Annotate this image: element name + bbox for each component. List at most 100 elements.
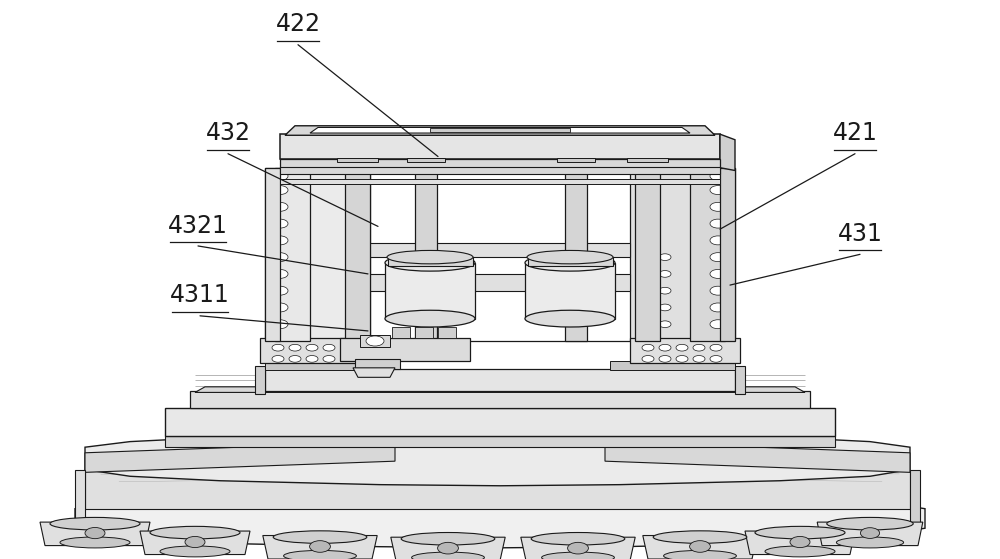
Polygon shape [627, 158, 668, 162]
Circle shape [710, 356, 722, 362]
Polygon shape [285, 126, 715, 135]
Ellipse shape [150, 527, 240, 539]
Circle shape [272, 172, 288, 181]
Polygon shape [690, 168, 725, 341]
Circle shape [306, 356, 318, 362]
Polygon shape [265, 168, 280, 341]
Polygon shape [360, 335, 390, 347]
Circle shape [642, 254, 654, 260]
Polygon shape [195, 387, 805, 392]
Polygon shape [720, 134, 735, 170]
Text: 431: 431 [838, 222, 882, 246]
Circle shape [710, 202, 726, 211]
Polygon shape [280, 159, 720, 168]
Text: 432: 432 [206, 121, 250, 145]
Circle shape [642, 344, 654, 351]
Polygon shape [391, 537, 505, 559]
Polygon shape [263, 536, 377, 559]
Polygon shape [438, 327, 456, 338]
Circle shape [306, 344, 318, 351]
Circle shape [85, 528, 105, 539]
Polygon shape [415, 327, 433, 338]
Text: 4321: 4321 [168, 214, 228, 238]
Polygon shape [275, 168, 310, 341]
Ellipse shape [653, 531, 747, 543]
Polygon shape [265, 168, 370, 341]
Circle shape [272, 253, 288, 262]
Ellipse shape [160, 546, 230, 557]
Polygon shape [370, 274, 630, 291]
Polygon shape [643, 536, 757, 559]
Circle shape [693, 356, 705, 362]
Ellipse shape [412, 552, 484, 559]
Circle shape [860, 528, 880, 538]
Polygon shape [407, 158, 445, 162]
Text: 421: 421 [833, 121, 877, 145]
Polygon shape [630, 338, 740, 363]
Circle shape [710, 236, 726, 245]
Circle shape [272, 202, 288, 211]
Circle shape [659, 271, 671, 277]
Circle shape [272, 286, 288, 295]
Ellipse shape [50, 518, 140, 530]
Circle shape [710, 186, 726, 195]
Polygon shape [85, 442, 395, 472]
Polygon shape [635, 159, 660, 341]
Polygon shape [310, 127, 690, 133]
Polygon shape [165, 408, 835, 436]
Circle shape [185, 537, 205, 548]
Polygon shape [735, 366, 745, 394]
Circle shape [289, 344, 301, 351]
Circle shape [642, 304, 654, 311]
Polygon shape [392, 327, 410, 338]
Polygon shape [630, 168, 735, 341]
Ellipse shape [385, 254, 475, 271]
Circle shape [642, 271, 654, 277]
Circle shape [272, 236, 288, 245]
Circle shape [659, 321, 671, 328]
Circle shape [659, 254, 671, 260]
Polygon shape [280, 167, 720, 174]
Polygon shape [85, 433, 910, 486]
Ellipse shape [531, 533, 625, 545]
Circle shape [272, 303, 288, 312]
Polygon shape [370, 243, 630, 257]
Polygon shape [85, 470, 910, 509]
Ellipse shape [664, 551, 736, 559]
Circle shape [790, 537, 810, 548]
Polygon shape [280, 179, 720, 184]
Ellipse shape [385, 310, 475, 327]
Polygon shape [610, 361, 735, 370]
Ellipse shape [387, 250, 473, 264]
Ellipse shape [527, 250, 613, 264]
Polygon shape [165, 436, 835, 447]
Circle shape [710, 269, 726, 278]
Ellipse shape [542, 552, 614, 559]
Polygon shape [337, 158, 378, 162]
Circle shape [289, 356, 301, 362]
Bar [528, 257, 613, 266]
Bar [388, 257, 473, 266]
Circle shape [710, 303, 726, 312]
Circle shape [710, 253, 726, 262]
Ellipse shape [755, 527, 845, 539]
Circle shape [272, 320, 288, 329]
Circle shape [272, 356, 284, 362]
Circle shape [710, 219, 726, 228]
Polygon shape [265, 361, 390, 370]
Circle shape [568, 542, 588, 554]
Polygon shape [353, 368, 395, 377]
Polygon shape [190, 391, 810, 408]
Circle shape [272, 269, 288, 278]
Circle shape [676, 356, 688, 362]
Ellipse shape [525, 254, 615, 271]
Polygon shape [140, 531, 250, 555]
Polygon shape [280, 134, 720, 159]
Polygon shape [340, 338, 470, 361]
Ellipse shape [827, 518, 913, 530]
Circle shape [676, 344, 688, 351]
Ellipse shape [284, 551, 356, 559]
Circle shape [272, 219, 288, 228]
Text: 422: 422 [276, 12, 320, 36]
Circle shape [642, 321, 654, 328]
